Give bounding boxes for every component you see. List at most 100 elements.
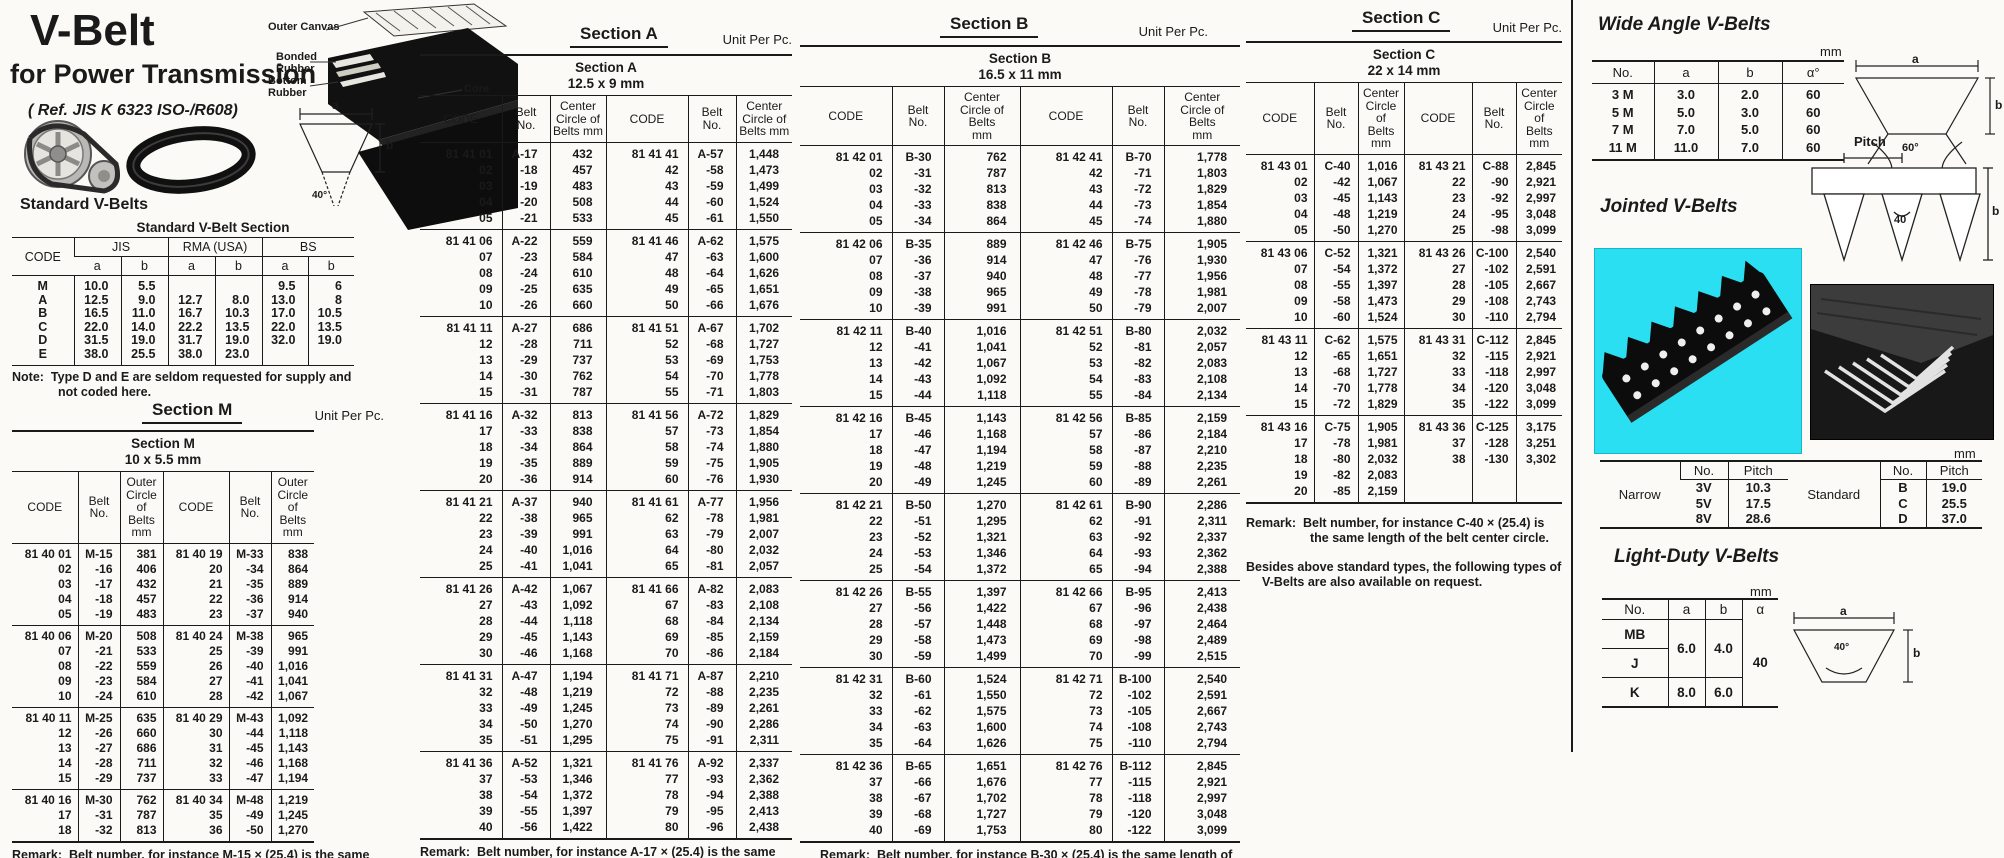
col-header: Center Circle of Belts mm — [943, 86, 1020, 146]
table-row: 81 43 11 C-62 1,575 81 43 31 C-112 2,845 — [1246, 328, 1563, 348]
table-row: 29 -58 1,473 69 -98 2,489 — [800, 632, 1241, 648]
wide-angle-table: No. a b α° 3 M 3.0 2.0 60 5 M 5.0 3.0 60 7 M 7.0 5… — [1592, 60, 1844, 161]
col-header: CODE — [800, 86, 892, 146]
table-row: 29 -45 1,143 69 -85 2,159 — [420, 628, 793, 645]
table-row: 03 -45 1,143 23 -92 2,997 — [1246, 189, 1563, 206]
table-row: 19 -35 889 59 -75 1,905 — [420, 454, 793, 471]
ref-note: ( Ref. JIS K 6323 ISO-/R608) — [28, 102, 238, 119]
pitch-label: Pitch — [1854, 134, 1886, 149]
table-row: 81 41 11 A-27 686 81 41 51 A-67 1,702 — [420, 316, 793, 336]
unit-label: Unit Per Pc. — [1492, 20, 1562, 35]
col-header: Belt No. — [891, 86, 944, 146]
table-row: 81 41 06 A-22 559 81 41 46 A-62 1,575 — [420, 229, 793, 249]
note-label: Note: — [12, 370, 44, 384]
table-row: 81 42 31 B-60 1,524 81 42 71 B-100 2,540 — [800, 667, 1241, 687]
table-row: 81 42 11 B-40 1,016 81 42 51 B-80 2,032 — [800, 319, 1241, 339]
table-row: 34 -50 1,270 74 -90 2,286 — [420, 715, 793, 732]
table-row: 09 -23 584 27 -41 1,041 — [12, 673, 315, 689]
table-row: 8V 28.6 D 37.0 — [1600, 511, 1982, 528]
table-row: 38 -54 1,372 78 -94 2,388 — [420, 786, 793, 803]
table-row: 24 -53 1,346 64 -93 2,362 — [800, 545, 1241, 561]
table-row: 12 -28 711 52 -68 1,727 — [420, 335, 793, 352]
table-row: 15 -72 1,829 35 -122 3,099 — [1246, 395, 1563, 415]
col-header: CODE — [420, 95, 502, 143]
table-row: 81 43 01 C-40 1,016 81 43 21 C-88 2,845 — [1246, 154, 1563, 174]
table-row: 17 -78 1,981 37 -128 3,251 — [1246, 434, 1563, 451]
col-header: Belt No. — [1471, 82, 1516, 155]
col-header: CODE — [162, 471, 229, 544]
table-size-header: Section A 12.5 x 9 mm — [420, 55, 793, 96]
construction-label-bottom-rubber: Bottom Rubber — [268, 75, 307, 99]
table-row: 81 42 21 B-50 1,270 81 42 61 B-90 2,286 — [800, 493, 1241, 513]
table-row: 04 -18 457 22 -36 914 — [12, 591, 315, 607]
table-row: 5 M 5.0 3.0 60 — [1592, 103, 1844, 121]
unit-label: Unit Per Pc. — [722, 32, 792, 47]
remark-text: Belt number, for instance C-40 × (25.4) … — [1302, 515, 1549, 545]
table-row: 09 -25 635 49 -65 1,651 — [420, 280, 793, 297]
table-row: 81 41 01 A-17 432 81 41 41 A-57 1,448 — [420, 142, 793, 162]
table-row: 27 -56 1,422 67 -96 2,438 — [800, 600, 1241, 616]
table-size-header: Section M 10 x 5.5 mm — [12, 431, 315, 472]
table-row: A 12.5 9.0 12.7 8.0 13.0 8 — [12, 293, 354, 307]
table-row: 22 -38 965 62 -78 1,981 — [420, 509, 793, 526]
col-header: α° — [1781, 61, 1844, 84]
section-a-title: Section A — [570, 24, 668, 48]
angle-label: 60° — [1902, 142, 1919, 154]
section-a-block: Section A Unit Per Pc. Section A 12.5 x … — [420, 24, 793, 858]
angle-label: 40° — [1834, 642, 1850, 653]
table-row: 33 -62 1,575 73 -105 2,667 — [800, 703, 1241, 719]
table-row: 05 -21 533 45 -61 1,550 — [420, 209, 793, 229]
remark-text: Belt number, for instance A-17 × (25.4) … — [476, 844, 776, 858]
table-row: 13 -27 686 31 -45 1,143 — [12, 740, 315, 756]
table-row: 20 -49 1,245 60 -89 2,261 — [800, 474, 1241, 494]
col-header: α — [1741, 599, 1778, 620]
section-m-table: Section M 10 x 5.5 mm CODE Belt No. Oute… — [12, 430, 315, 843]
table-row: 14 -28 711 32 -46 1,168 — [12, 755, 315, 771]
table-row: 08 -24 610 48 -64 1,626 — [420, 264, 793, 281]
table-row: 09 -58 1,473 29 -108 2,743 — [1246, 292, 1563, 309]
table-row: 81 41 31 A-47 1,194 81 41 71 A-87 2,210 — [420, 664, 793, 684]
table-row: 81 42 06 B-35 889 81 42 46 B-75 1,905 — [800, 232, 1241, 252]
section-a-table: Section A 12.5 x 9 mm CODE Belt No. Cent… — [420, 54, 793, 840]
note: Note: Type D and E are seldom requested … — [12, 370, 354, 400]
table-row: 19 -48 1,219 59 -88 2,235 — [800, 458, 1241, 474]
table-row: 37 -66 1,676 77 -115 2,921 — [800, 774, 1241, 790]
table-size-header: Section C 22 x 14 mm — [1246, 42, 1563, 83]
table-row: 02 -31 787 42 -71 1,803 — [800, 165, 1241, 181]
col-header: BS — [261, 237, 354, 257]
dim-b-label: b — [1992, 204, 2000, 218]
col-header: Center Circle of Belts mm — [1163, 86, 1241, 146]
standard-vbelts-block: Standard V-Belts Standard V-Belt Section… — [12, 196, 354, 400]
table-row: J — [1602, 648, 1778, 678]
page-subtitle: for Power Transmission — [10, 59, 317, 89]
unit-label: Unit Per Pc. — [314, 408, 384, 423]
table-row: 17 -31 787 35 -49 1,245 — [12, 807, 315, 823]
table-row: 33 -49 1,245 73 -89 2,261 — [420, 699, 793, 716]
dim-a-label: a — [1840, 604, 1847, 618]
table-row: 35 -64 1,626 75 -110 2,794 — [800, 735, 1241, 755]
col-header: No. — [1592, 61, 1654, 84]
table-row: 23 -39 991 63 -79 2,007 — [420, 525, 793, 542]
table-row: 37 -53 1,346 77 -93 2,362 — [420, 770, 793, 787]
table-row: 14 -30 762 54 -70 1,778 — [420, 367, 793, 384]
table-row: 40 -69 1,753 80 -122 3,099 — [800, 822, 1241, 842]
table-row: K 8.0 6.0 — [1602, 677, 1778, 707]
mm-label: mm — [1750, 584, 1772, 599]
belt-photo — [124, 122, 258, 198]
table-row: C 22.0 14.0 22.2 13.5 22.0 13.5 — [12, 320, 354, 334]
mm-label: mm — [1954, 446, 1976, 461]
table-row: 08 -55 1,397 28 -105 2,667 — [1246, 276, 1563, 293]
col-header: b — [120, 256, 168, 276]
table-row: 3V 10.3 B 19.0 — [1600, 479, 1982, 496]
standard-table-title: Standard V-Belt Section — [136, 220, 290, 235]
col-header: a — [1667, 599, 1705, 620]
section-b-title: Section B — [940, 14, 1039, 38]
table-row: 7 M 7.0 5.0 60 — [1592, 121, 1844, 139]
col-header: Belt No. — [228, 471, 271, 544]
angle-label: 40° — [312, 190, 328, 201]
remark: Remark: Belt number, for instance B-30 ×… — [800, 848, 1248, 858]
table-row: 20 -36 914 60 -76 1,930 — [420, 470, 793, 490]
col-header: a — [74, 256, 121, 276]
col-header: Belt No. — [77, 471, 120, 544]
